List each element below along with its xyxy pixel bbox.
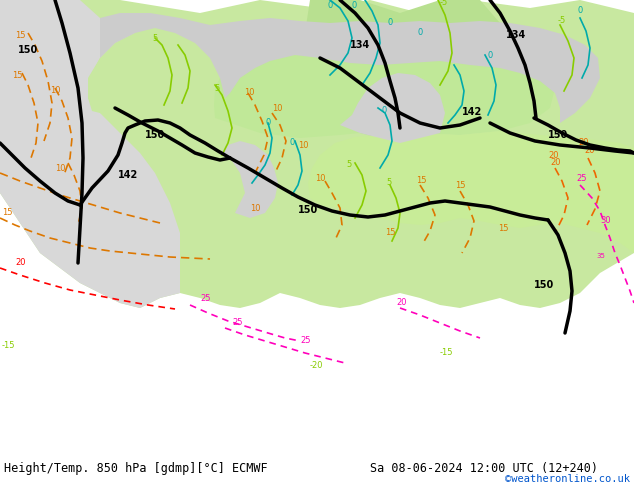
Polygon shape [0,0,180,308]
Polygon shape [220,141,278,218]
Text: -15: -15 [440,348,453,357]
Text: 5: 5 [346,160,351,169]
Text: 10: 10 [244,88,254,97]
Text: 0: 0 [265,118,270,127]
Text: 134: 134 [506,30,526,40]
Text: -20: -20 [310,361,323,370]
Text: 15: 15 [2,208,13,217]
Text: 15: 15 [416,176,427,185]
Text: 25: 25 [200,294,210,303]
Polygon shape [88,28,225,128]
Text: 25: 25 [300,336,311,345]
Polygon shape [214,38,555,138]
Text: 10: 10 [50,86,60,95]
Text: 0: 0 [418,28,424,37]
Text: 0: 0 [327,1,332,10]
Text: 10: 10 [315,174,325,183]
Polygon shape [100,13,600,123]
Text: 150: 150 [298,205,318,215]
Text: 150: 150 [145,130,165,140]
Text: 20: 20 [550,158,560,167]
Text: 142: 142 [462,107,482,117]
Text: 5: 5 [214,84,219,93]
Text: 5: 5 [386,178,391,187]
Text: -15: -15 [2,341,15,350]
Text: 10: 10 [298,141,309,150]
Text: 0: 0 [578,6,583,15]
Text: 15: 15 [12,71,22,80]
Text: 10: 10 [250,204,261,213]
Text: 5: 5 [152,34,157,43]
Polygon shape [192,183,212,213]
Polygon shape [0,0,634,308]
Polygon shape [205,153,245,223]
Text: 35: 35 [596,253,605,259]
Text: -5: -5 [558,16,566,25]
Polygon shape [340,73,445,143]
Text: 20: 20 [15,258,25,267]
Text: Height/Temp. 850 hPa [gdmp][°C] ECMWF: Height/Temp. 850 hPa [gdmp][°C] ECMWF [4,462,268,474]
Text: 20: 20 [584,146,595,155]
Text: 15: 15 [498,224,508,233]
Text: 25: 25 [232,318,242,327]
Text: 20: 20 [396,298,406,307]
Text: ©weatheronline.co.uk: ©weatheronline.co.uk [505,474,630,484]
Text: 20: 20 [548,151,559,160]
Text: -5: -5 [440,0,448,7]
Text: 10: 10 [55,164,65,173]
Text: 15: 15 [15,31,25,40]
Text: 150: 150 [548,130,568,140]
Text: 0: 0 [290,138,295,147]
Text: Sa 08-06-2024 12:00 UTC (12+240): Sa 08-06-2024 12:00 UTC (12+240) [370,462,598,474]
Text: 142: 142 [118,170,138,180]
Text: 150: 150 [534,280,554,290]
Text: 0: 0 [382,106,387,115]
Text: 30: 30 [600,216,611,225]
Text: 25: 25 [576,174,586,183]
Text: 0: 0 [488,51,493,60]
Text: 20: 20 [578,138,588,147]
Text: 134: 134 [350,40,370,50]
Polygon shape [308,131,634,253]
Text: 15: 15 [455,181,465,190]
Text: 10: 10 [272,104,283,113]
Text: 15: 15 [385,228,396,237]
Text: 0: 0 [352,1,357,10]
Text: 0: 0 [388,18,393,27]
Polygon shape [300,0,510,143]
Text: 150: 150 [18,45,38,55]
